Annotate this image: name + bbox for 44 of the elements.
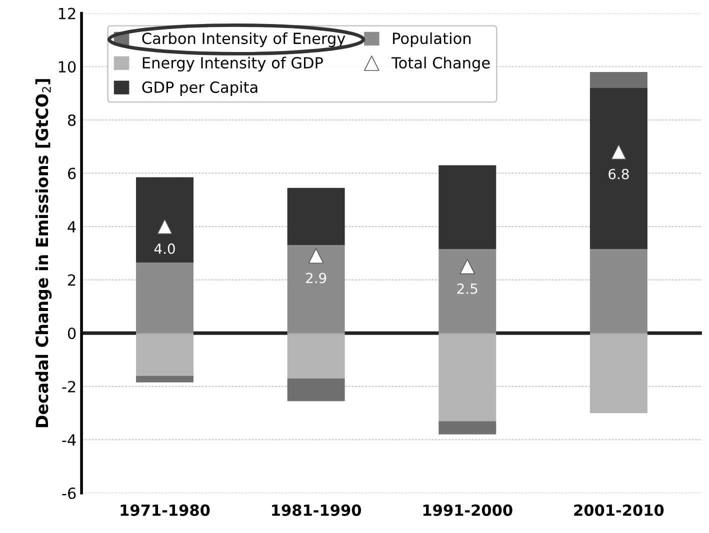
legend-label: Energy Intensity of GDP xyxy=(142,56,323,72)
legend-label: Population xyxy=(393,32,471,48)
data-label: 4.0 xyxy=(154,243,175,254)
x-tick-label: 1971-1980 xyxy=(120,504,210,516)
bar xyxy=(438,249,496,334)
bar xyxy=(136,262,194,334)
y-tick-label: 8 xyxy=(68,114,76,126)
legend-label: Carbon Intensity of Energy xyxy=(142,32,346,48)
bar xyxy=(590,249,648,334)
y-tick-label: 0 xyxy=(68,328,76,340)
y-tick-label: -6 xyxy=(62,487,76,500)
point xyxy=(460,258,476,274)
bar xyxy=(590,333,648,414)
bar xyxy=(136,376,194,382)
point xyxy=(308,248,324,264)
y-tick-label: 12 xyxy=(58,8,76,20)
legend-label: GDP per Capita xyxy=(142,81,258,96)
y-axis-title: Decadal Change in Emissions [GtCO$_{2}$] xyxy=(35,79,52,428)
bar xyxy=(136,333,194,376)
bar xyxy=(590,72,648,88)
bar xyxy=(287,378,345,402)
bar xyxy=(438,421,496,434)
bar xyxy=(438,333,496,422)
y-tick-label: 10 xyxy=(58,61,76,73)
data-label: 2.9 xyxy=(306,272,326,284)
bar xyxy=(287,333,345,378)
bar xyxy=(590,88,648,250)
point xyxy=(610,144,626,160)
y-tick-label: -4 xyxy=(62,434,76,446)
x-tick-label: 1991-2000 xyxy=(423,504,512,516)
bar xyxy=(438,165,496,250)
y-tick-label: 2 xyxy=(68,274,76,286)
y-tick-label: 4 xyxy=(68,221,76,232)
legend-label: Total Change xyxy=(392,56,490,72)
bar xyxy=(136,177,194,262)
y-tick-label: 6 xyxy=(68,168,76,180)
data-label: 6.8 xyxy=(608,168,629,180)
point xyxy=(157,218,172,234)
data-label: 2.5 xyxy=(457,283,478,294)
bar xyxy=(287,188,345,246)
x-tick-label: 2001-2010 xyxy=(574,504,664,516)
x-tick-label: 1981-1990 xyxy=(272,504,362,516)
bar xyxy=(287,245,345,334)
y-tick-label: -2 xyxy=(62,380,76,392)
